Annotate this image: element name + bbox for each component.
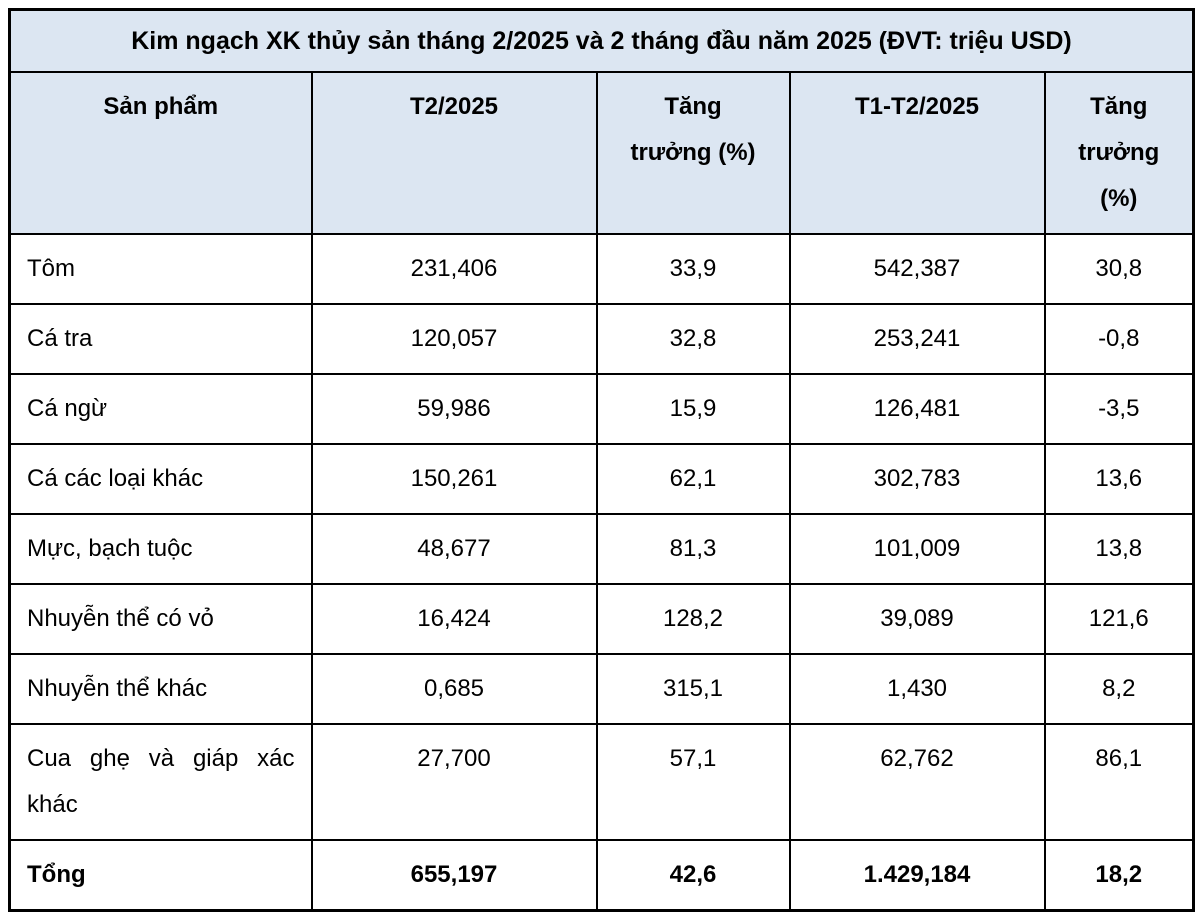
table-row-tom: Tôm 231,406 33,9 542,387 30,8 <box>8 232 1195 305</box>
value-cell-growth-month: 128,2 <box>595 582 791 655</box>
header-line: T2/2025 <box>409 92 499 120</box>
product-cell: Cá các loại khác <box>8 442 313 515</box>
value-cell-growth-month: 315,1 <box>595 652 791 725</box>
table-row-ca-tra: Cá tra 120,057 32,8 253,241 -0,8 <box>8 302 1195 375</box>
value-cell-growth-ytd: 13,8 <box>1043 512 1195 585</box>
total-value-cell-t1-t2: 1.429,184 <box>788 838 1046 911</box>
product-cell: Cá ngừ <box>8 372 313 445</box>
value-cell-t2: 16,424 <box>310 582 598 655</box>
table-row-total: Tổng 655,197 42,6 1.429,184 18,2 <box>8 838 1195 911</box>
value-cell-t2: 120,057 <box>310 302 598 375</box>
column-header-product: Sản phẩm <box>8 70 313 235</box>
header-line: trưởng <box>1078 138 1160 166</box>
header-line: T1-T2/2025 <box>854 92 980 120</box>
table-row-ca-cac-loai-khac: Cá các loại khác 150,261 62,1 302,783 13… <box>8 442 1195 515</box>
table-header-row: Sản phẩm T2/2025 Tăng trưởng (%) T1-T2/2… <box>8 70 1195 235</box>
value-cell-growth-month: 15,9 <box>595 372 791 445</box>
product-cell: Nhuyễn thể khác <box>8 652 313 725</box>
product-cell: Tôm <box>8 232 313 305</box>
value-cell-t2: 27,700 <box>310 722 598 841</box>
value-cell-growth-ytd: 30,8 <box>1043 232 1195 305</box>
product-cell: Cá tra <box>8 302 313 375</box>
total-value-cell-t2: 655,197 <box>310 838 598 911</box>
header-line: (%) <box>1100 184 1138 212</box>
value-cell-t1-t2: 39,089 <box>788 582 1046 655</box>
value-cell-growth-month: 62,1 <box>595 442 791 515</box>
value-cell-growth-ytd: -0,8 <box>1043 302 1195 375</box>
value-cell-t1-t2: 101,009 <box>788 512 1046 585</box>
value-cell-t2: 0,685 <box>310 652 598 725</box>
product-cell: Nhuyễn thể có vỏ <box>8 582 313 655</box>
table-row-muc-bach-tuoc: Mực, bạch tuộc 48,677 81,3 101,009 13,8 <box>8 512 1195 585</box>
value-cell-growth-ytd: 86,1 <box>1043 722 1195 841</box>
seafood-export-table: Kim ngạch XK thủy sản tháng 2/2025 và 2 … <box>8 8 1195 912</box>
value-cell-t2: 150,261 <box>310 442 598 515</box>
table-row-cua-ghe: Cua ghẹ và giáp xác khác 27,700 57,1 62,… <box>8 722 1195 841</box>
total-value-cell-growth-month: 42,6 <box>595 838 791 911</box>
table-row-nhuyen-the-khac: Nhuyễn thể khác 0,685 315,1 1,430 8,2 <box>8 652 1195 725</box>
value-cell-t1-t2: 302,783 <box>788 442 1046 515</box>
header-line: trưởng (%) <box>630 138 756 166</box>
value-cell-growth-ytd: 13,6 <box>1043 442 1195 515</box>
total-label-cell: Tổng <box>8 838 313 911</box>
value-cell-growth-month: 81,3 <box>595 512 791 585</box>
value-cell-t2: 231,406 <box>310 232 598 305</box>
product-cell: Mực, bạch tuộc <box>8 512 313 585</box>
value-cell-t1-t2: 1,430 <box>788 652 1046 725</box>
value-cell-t1-t2: 62,762 <box>788 722 1046 841</box>
value-cell-t2: 59,986 <box>310 372 598 445</box>
table-row-ca-ngu: Cá ngừ 59,986 15,9 126,481 -3,5 <box>8 372 1195 445</box>
column-header-t1-t2-2025: T1-T2/2025 <box>788 70 1046 235</box>
column-header-t2-2025: T2/2025 <box>310 70 598 235</box>
value-cell-t2: 48,677 <box>310 512 598 585</box>
table-title: Kim ngạch XK thủy sản tháng 2/2025 và 2 … <box>8 8 1195 73</box>
header-line: Tăng <box>664 92 722 120</box>
total-value-cell-growth-ytd: 18,2 <box>1043 838 1195 911</box>
value-cell-growth-month: 32,8 <box>595 302 791 375</box>
value-cell-growth-ytd: 8,2 <box>1043 652 1195 725</box>
header-line: Tăng <box>1090 92 1148 120</box>
table-title-row: Kim ngạch XK thủy sản tháng 2/2025 và 2 … <box>8 8 1195 73</box>
value-cell-t1-t2: 253,241 <box>788 302 1046 375</box>
table-row-nhuyen-the-co-vo: Nhuyễn thể có vỏ 16,424 128,2 39,089 121… <box>8 582 1195 655</box>
column-header-growth-ytd: Tăng trưởng (%) <box>1043 70 1195 235</box>
value-cell-growth-month: 57,1 <box>595 722 791 841</box>
value-cell-growth-month: 33,9 <box>595 232 791 305</box>
column-header-growth-month: Tăng trưởng (%) <box>595 70 791 235</box>
header-line: Sản phẩm <box>103 92 219 120</box>
value-cell-t1-t2: 542,387 <box>788 232 1046 305</box>
value-cell-growth-ytd: -3,5 <box>1043 372 1195 445</box>
product-cell: Cua ghẹ và giáp xác khác <box>8 722 313 841</box>
value-cell-growth-ytd: 121,6 <box>1043 582 1195 655</box>
value-cell-t1-t2: 126,481 <box>788 372 1046 445</box>
